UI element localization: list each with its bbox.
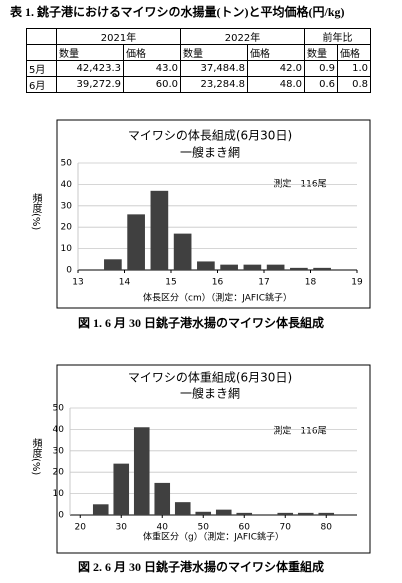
chart-frame xyxy=(56,364,371,554)
cell: 0.8 xyxy=(337,76,371,93)
caption: 図 2. 6 月 30 日銚子港水揚のマイワシ体重組成 xyxy=(78,559,324,574)
bar xyxy=(290,267,308,270)
bar xyxy=(195,511,212,515)
bar xyxy=(236,512,253,515)
annotation: 測定 116尾 xyxy=(273,178,326,190)
chart-subtitle: 一艘まき網 xyxy=(180,145,240,160)
y-axis-label: 頻度(%) xyxy=(30,437,42,476)
y-tick-label: 30 xyxy=(53,446,65,456)
y-axis-label: 頻度(%) xyxy=(30,192,42,231)
bar xyxy=(318,512,335,515)
x-tick-label: 30 xyxy=(116,523,128,533)
bar xyxy=(243,264,262,270)
table: 2021年 2022年 前年比 数量 価格 数量 価格 数量 価格 5月 42,423.3 4… xyxy=(26,28,371,93)
x-tick-label: 19 xyxy=(351,278,363,288)
y-tick-label: 40 xyxy=(53,425,65,435)
x-tick-label: 17 xyxy=(258,278,269,288)
bar xyxy=(104,259,122,270)
x-tick-label: 18 xyxy=(305,278,317,288)
bar xyxy=(174,502,191,515)
annotation: 測定 116尾 xyxy=(273,425,326,437)
y-tick-label: 40 xyxy=(61,180,73,190)
bar xyxy=(220,264,238,270)
x-tick-label: 70 xyxy=(280,523,292,533)
x-tick-label: 14 xyxy=(119,278,131,288)
chart-frame xyxy=(56,119,371,309)
y-tick-label: 10 xyxy=(53,489,65,499)
table-title: 表 1. 銚子港におけるマイワシの水揚量(トン)と平均価格(円/kg) xyxy=(10,5,345,19)
bar xyxy=(92,504,109,515)
x-tick-label: 15 xyxy=(165,278,176,288)
caption: 図 1. 6 月 30 日銚子港水揚のマイワシ体長組成 xyxy=(78,315,324,330)
y-tick-label: 30 xyxy=(61,201,73,211)
chart-title: マイワシの体長組成(6月30日) xyxy=(128,129,292,143)
bar xyxy=(266,264,285,270)
y-tick-label: 20 xyxy=(61,223,73,233)
y-tick-label: 50 xyxy=(53,404,65,414)
bar xyxy=(133,427,150,515)
x-tick-label: 20 xyxy=(75,523,87,533)
bar xyxy=(197,261,215,270)
y-tick-label: 20 xyxy=(53,468,65,478)
bar xyxy=(154,482,171,515)
x-axis-label: 体長区分（cm）（測定：JAFIC銚子） xyxy=(143,292,292,304)
chart-subtitle: 一艘まき網 xyxy=(180,386,240,401)
bar xyxy=(297,512,314,515)
y-tick-label: 0 xyxy=(66,266,72,276)
bar xyxy=(313,267,331,270)
x-tick-label: 16 xyxy=(212,278,224,288)
chart-title: マイワシの体重組成(6月30日) xyxy=(128,371,292,385)
x-tick-label: 60 xyxy=(239,523,251,533)
cell: 23,284.8 xyxy=(180,76,248,93)
x-tick-label: 80 xyxy=(321,523,333,533)
x-tick-label: 40 xyxy=(157,523,169,533)
x-axis-label: 体重区分（g）（測定：JAFIC銚子） xyxy=(143,531,284,543)
y-tick-label: 10 xyxy=(61,244,73,254)
x-tick-label: 13 xyxy=(72,278,83,288)
bar xyxy=(127,214,145,270)
bar xyxy=(173,233,192,270)
bar xyxy=(150,190,169,270)
y-tick-label: 0 xyxy=(58,511,64,521)
bar xyxy=(215,509,232,515)
x-tick-label: 50 xyxy=(198,523,210,533)
bar xyxy=(113,463,130,515)
bar xyxy=(277,512,294,515)
y-tick-label: 50 xyxy=(61,159,73,169)
